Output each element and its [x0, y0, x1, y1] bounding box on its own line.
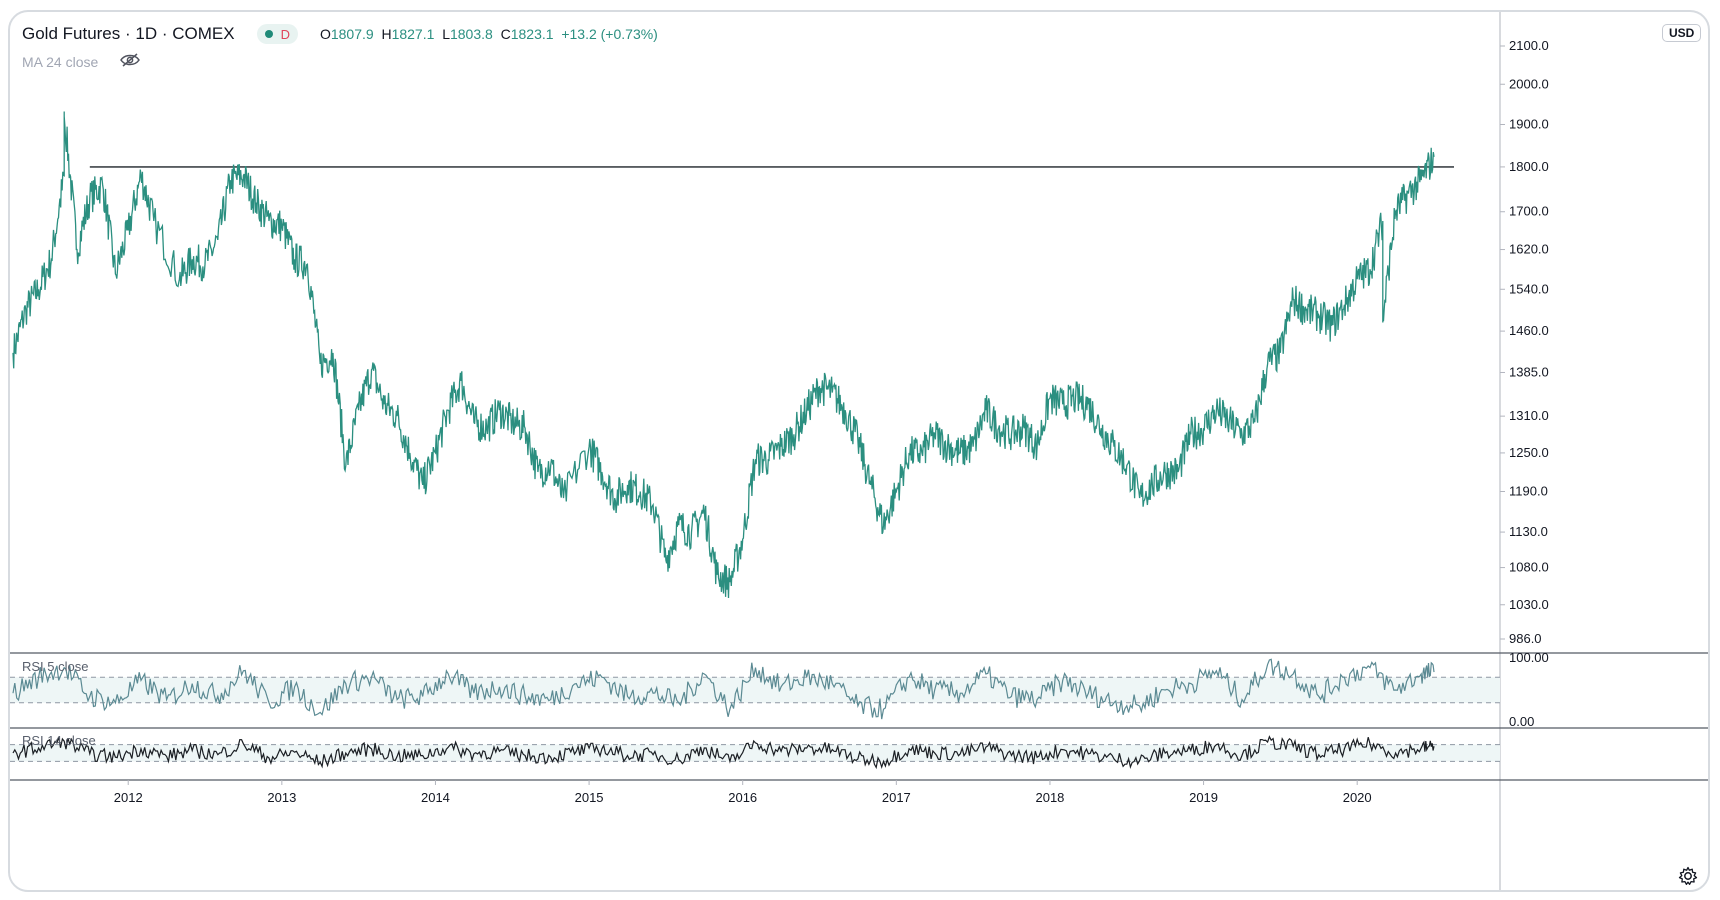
rsi5-line	[12, 658, 1435, 720]
price-series-line	[12, 111, 1435, 599]
price-tick-label: 1620.0	[1509, 242, 1549, 257]
time-tick-label: 2018	[1035, 790, 1064, 805]
price-tick-label: 1460.0	[1509, 323, 1549, 338]
open-value: 1807.9	[330, 26, 374, 42]
market-status-badge[interactable]: D	[256, 24, 298, 44]
time-tick-label: 2020	[1343, 790, 1372, 805]
close-key: C	[500, 26, 511, 42]
time-tick-label: 2015	[575, 790, 604, 805]
time-tick-label: 2014	[421, 790, 450, 805]
ma-indicator-label[interactable]: MA 24 close	[22, 53, 99, 70]
price-tick-label: 1250.0	[1509, 445, 1549, 460]
rsi14-label: RSI 14 close	[22, 733, 96, 748]
settings-gear-icon[interactable]	[1678, 866, 1698, 886]
price-tick-label: 986.0	[1509, 631, 1542, 646]
rsi5-tick-label: 100.00	[1509, 650, 1549, 665]
change-value: +13.2 (+0.73%)	[561, 26, 658, 42]
price-tick-label: 1385.0	[1509, 364, 1549, 379]
rsi5-label: RSI 5 close	[22, 659, 88, 674]
rsi14-band	[10, 744, 1500, 762]
ma-indicator-row: MA 24 close	[22, 52, 141, 71]
market-open-dot-icon	[264, 30, 273, 38]
price-tick-label: 1700.0	[1509, 204, 1549, 219]
price-tick-label: 1900.0	[1509, 117, 1549, 132]
price-tick-label: 1130.0	[1509, 524, 1548, 539]
symbol-title[interactable]: Gold Futures · 1D · COMEX	[22, 24, 235, 43]
price-tick-label: 1190.0	[1509, 484, 1548, 499]
price-tick-label: 1540.0	[1509, 281, 1549, 296]
price-tick-label: 1800.0	[1509, 159, 1549, 174]
rsi14-line	[12, 735, 1435, 770]
price-tick-label: 1080.0	[1509, 560, 1549, 575]
low-key: L	[442, 26, 450, 42]
price-tick-label: 2000.0	[1509, 76, 1549, 91]
high-value: 1827.1	[391, 26, 435, 42]
chart-legend: Gold Futures · 1D · COMEX D O1807.9 H182…	[22, 22, 658, 46]
time-tick-label: 2013	[267, 790, 296, 805]
ohlc-values: O1807.9 H1827.1 L1803.8 C1823.1 +13.2 (+…	[320, 26, 658, 42]
rsi5-tick-label: 0.00	[1509, 714, 1534, 729]
time-tick-label: 2012	[114, 790, 143, 805]
time-tick-label: 2016	[728, 790, 757, 805]
chart-frame: 986.0 1030.0 1080.0 1130.0 1190.0 1250.0 1310.…	[8, 10, 1710, 892]
chart-canvas[interactable]: 986.0 1030.0 1080.0 1130.0 1190.0 1250.0 1310.…	[10, 12, 1710, 892]
price-tick-label: 1310.0	[1509, 408, 1549, 423]
currency-label[interactable]: USD	[1662, 24, 1702, 42]
price-tick-label: 2100.0	[1509, 38, 1549, 53]
eye-hidden-icon[interactable]	[120, 52, 141, 71]
open-key: O	[319, 26, 331, 42]
price-tick-label: 1030.0	[1509, 597, 1549, 612]
time-tick-label: 2019	[1189, 790, 1218, 805]
time-tick-label: 2017	[882, 790, 911, 805]
low-value: 1803.8	[449, 26, 493, 42]
rsi5-band	[10, 677, 1500, 703]
interval-badge: D	[280, 26, 290, 42]
close-value: 1823.1	[510, 26, 554, 42]
high-key: H	[381, 26, 392, 42]
